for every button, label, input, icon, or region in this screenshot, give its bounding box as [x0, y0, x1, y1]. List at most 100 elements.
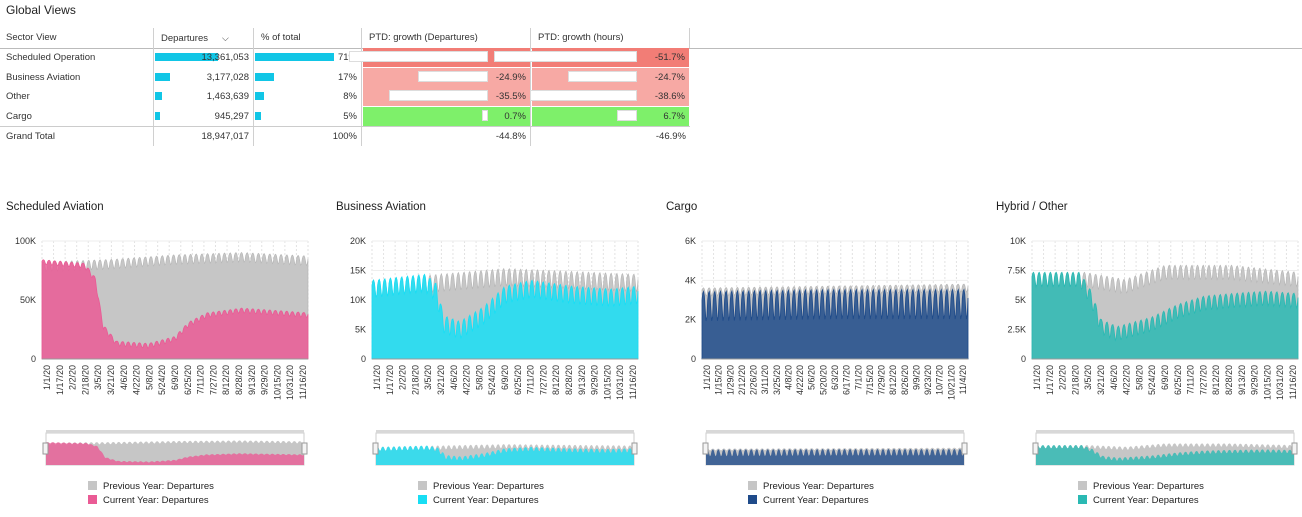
series-area-current[interactable] — [1031, 271, 1299, 360]
growth-hours-bar — [530, 90, 637, 101]
x-tick-label: 5/8/20 — [144, 365, 154, 390]
legend-item-previous[interactable]: Previous Year: Departures — [1078, 480, 1204, 494]
x-tick-label: 3/21/20 — [1096, 365, 1106, 395]
growth-hours-bar — [494, 51, 637, 62]
navigator-top-bar — [376, 430, 634, 433]
x-tick-label: 11/16/20 — [628, 365, 638, 399]
x-tick-label: 1/1/20 — [702, 365, 712, 390]
y-tick-label: 0 — [31, 354, 36, 364]
x-tick-label: 3/5/20 — [423, 365, 433, 390]
growth-hours-bar — [617, 109, 637, 121]
legend-swatch-previous — [748, 481, 757, 490]
header-pct-total[interactable]: % of total — [261, 32, 301, 43]
x-tick-label: 4/22/20 — [462, 365, 472, 395]
area-chart[interactable]: 0 2K 4K 6K 1/1/20 1/15/20 1/29/20 2/12/20 2/26/2… — [660, 195, 980, 475]
x-tick-label: 6/9/20 — [1160, 365, 1170, 390]
x-tick-label: 1/17/20 — [385, 365, 395, 395]
range-handle-left[interactable] — [702, 442, 709, 455]
legend-swatch-previous — [1078, 481, 1087, 490]
range-handle-left[interactable] — [42, 442, 49, 455]
x-tick-label: 2/18/20 — [1070, 365, 1080, 395]
series-area-current[interactable] — [701, 288, 969, 360]
header-sector[interactable]: Sector View — [6, 32, 57, 43]
legend-item-previous[interactable]: Previous Year: Departures — [418, 480, 544, 494]
x-tick-label: 1/17/20 — [55, 365, 65, 395]
range-handle-right[interactable] — [301, 442, 308, 455]
sector-name: Business Aviation — [6, 71, 81, 83]
departures-bar — [155, 72, 170, 81]
y-tick-label: 2.5K — [1007, 325, 1026, 335]
chart-legend: Previous Year: Departures Current Year: … — [88, 480, 214, 508]
chevron-down-icon[interactable]: ⌵ — [222, 33, 229, 43]
table-row[interactable]: Scheduled Operation13,361,05371%-50.3%-5… — [0, 48, 690, 67]
table-row[interactable]: Other 1,463,639 8% -35.5% -38.6% — [0, 87, 690, 106]
legend-item-current[interactable]: Current Year: Departures — [748, 494, 874, 508]
x-tick-label: 5/24/20 — [157, 365, 167, 395]
area-chart[interactable]: 0 50K 100K 1/1/20 1/17/20 2/2/20 2/18/20 3/5/20… — [0, 195, 320, 475]
x-tick-label: 4/22/20 — [132, 365, 142, 395]
x-tick-label: 6/25/20 — [1173, 365, 1183, 395]
x-tick-label: 2/2/20 — [1058, 365, 1068, 390]
x-tick-label: 9/13/20 — [577, 365, 587, 395]
departures-cell: 945,297 — [155, 107, 253, 126]
legend-swatch-current — [418, 495, 427, 504]
x-tick-label: 1/29/20 — [725, 365, 735, 395]
legend-item-current[interactable]: Current Year: Departures — [88, 494, 214, 508]
x-tick-label: 5/20/20 — [818, 365, 828, 395]
x-tick-label: 9/29/20 — [590, 365, 600, 395]
x-tick-label: 1/17/20 — [1045, 365, 1055, 395]
x-tick-label: 10/15/20 — [1262, 365, 1272, 400]
table-row[interactable]: Cargo 945,297 5% 0.7% 6.7% — [0, 106, 690, 126]
x-tick-label: 8/12/20 — [221, 365, 231, 395]
header-departures[interactable]: Departures ⌵ — [155, 28, 253, 48]
pct-value: 5% — [343, 110, 357, 122]
pct-cell: 8% — [255, 87, 361, 106]
departures-cell: 13,361,053 — [155, 48, 253, 67]
header-ptd-growth-departures[interactable]: PTD: growth (Departures) — [369, 32, 478, 43]
chart-title: Scheduled Aviation — [6, 201, 104, 213]
legend-item-previous[interactable]: Previous Year: Departures — [748, 480, 874, 494]
x-tick-label: 6/9/20 — [170, 365, 180, 390]
growth-hours-bar — [568, 70, 637, 82]
table-row[interactable]: Business Aviation 3,177,028 17% -24.9% -24.7… — [0, 67, 690, 87]
x-tick-label: 4/8/20 — [784, 365, 794, 390]
x-tick-label: 4/22/20 — [795, 365, 805, 395]
legend-swatch-previous — [418, 481, 427, 490]
departures-bar — [155, 53, 218, 61]
x-tick-label: 10/15/20 — [272, 365, 282, 400]
x-tick-label: 8/26/20 — [900, 365, 910, 395]
x-tick-label: 7/15/20 — [865, 365, 875, 395]
x-tick-label: 9/13/20 — [247, 365, 257, 395]
y-tick-label: 10K — [1010, 236, 1026, 246]
x-tick-label: 10/15/20 — [602, 365, 612, 400]
range-handle-right[interactable] — [631, 442, 638, 455]
legend-swatch-current — [1078, 495, 1087, 504]
area-chart[interactable]: 0 2.5K 5K 7.5K 10K 1/1/20 1/17/20 2/2/20 2/18/20… — [990, 195, 1302, 475]
legend-item-current[interactable]: Current Year: Departures — [1078, 494, 1204, 508]
x-tick-label: 9/23/20 — [923, 365, 933, 395]
header-ptd-growth-hours[interactable]: PTD: growth (hours) — [538, 32, 624, 43]
range-handle-right[interactable] — [961, 442, 968, 455]
legend-item-current[interactable]: Current Year: Departures — [418, 494, 544, 508]
departures-cell: 1,463,639 — [155, 87, 253, 106]
x-tick-label: 7/1/20 — [853, 365, 863, 390]
series-area-current[interactable] — [41, 259, 309, 360]
x-tick-label: 1/1/20 — [372, 365, 382, 390]
range-handle-left[interactable] — [372, 442, 379, 455]
y-tick-label: 0 — [691, 354, 696, 364]
growth-hours-value: -38.6% — [654, 91, 685, 102]
navigator-area-current — [1036, 445, 1294, 465]
pct-cell: 5% — [255, 107, 361, 126]
range-handle-left[interactable] — [1032, 442, 1039, 455]
pct-bar — [255, 111, 261, 120]
x-tick-label: 5/24/20 — [1147, 365, 1157, 395]
x-tick-label: 7/29/20 — [877, 365, 887, 395]
x-tick-label: 7/27/20 — [538, 365, 548, 395]
y-tick-label: 50K — [20, 295, 36, 305]
series-area-current[interactable] — [371, 273, 639, 360]
pct-bar — [255, 72, 274, 81]
total-label: Grand Total — [6, 131, 55, 142]
range-handle-right[interactable] — [1291, 442, 1298, 455]
legend-item-previous[interactable]: Previous Year: Departures — [88, 480, 214, 494]
